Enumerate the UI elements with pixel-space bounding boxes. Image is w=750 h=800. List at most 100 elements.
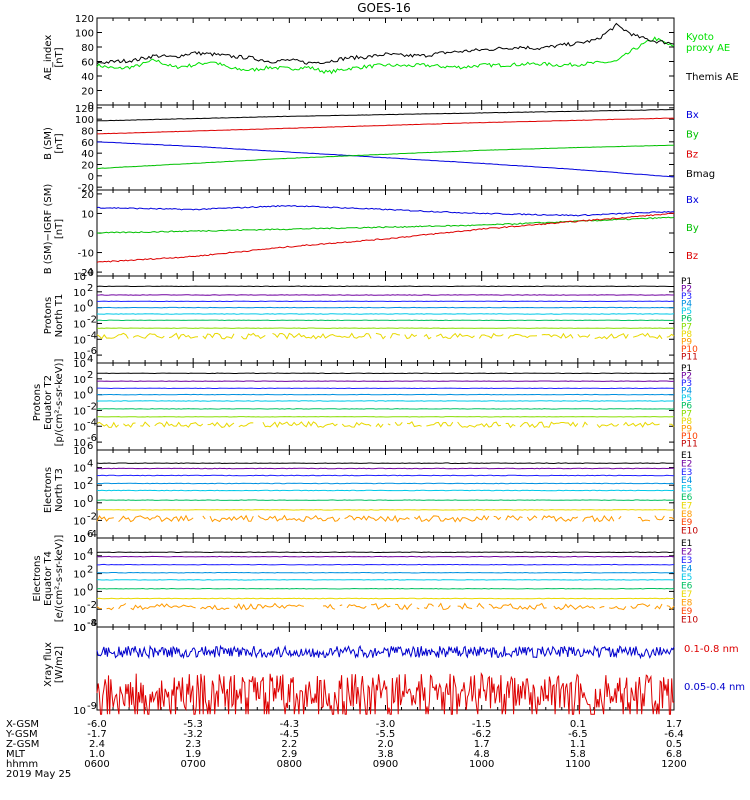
flux-line-e8 xyxy=(526,515,538,522)
y-tick-label: 10 xyxy=(73,391,86,402)
y-tick-label: 10 xyxy=(73,706,86,717)
flux-line-e8 xyxy=(423,603,434,609)
flux-line-p8 xyxy=(478,332,504,339)
x-axis-cell: 3.8 xyxy=(378,749,394,760)
legend-bx: Bx xyxy=(686,110,699,121)
y-tick-exponent: 0 xyxy=(87,386,93,397)
y-axis-label-4: [p/(cm²-s-sr-keV)] xyxy=(54,359,65,447)
x-axis-cell: -6.5 xyxy=(568,729,588,740)
y-tick-label: 0 xyxy=(88,229,94,240)
series-line-bz xyxy=(96,117,675,135)
y-tick-label: 0 xyxy=(88,172,94,183)
y-tick-label: 60 xyxy=(81,138,94,149)
panel-frame-4 xyxy=(96,362,675,451)
flux-line-e8 xyxy=(416,607,420,610)
y-tick-exponent: 2 xyxy=(87,565,93,576)
flux-line-e8 xyxy=(553,603,596,611)
y-tick-exponent: 6 xyxy=(87,441,93,452)
x-axis-cell: 0700 xyxy=(180,759,205,770)
flux-line-e8 xyxy=(346,604,367,609)
flux-line-p5 xyxy=(96,400,675,402)
legend-e8: E8 xyxy=(681,510,693,520)
series-line-kyoto-proxy-ae xyxy=(96,36,675,75)
flux-line-p8 xyxy=(272,332,372,340)
flux-line-p8 xyxy=(96,421,119,428)
legend-themis-ae: Themis AE xyxy=(685,72,739,83)
row-label-x-gsm: X-GSM xyxy=(6,719,39,730)
flux-line-e8 xyxy=(118,514,194,523)
legend-e4: E4 xyxy=(681,476,693,486)
y-tick-label: 10 xyxy=(73,623,86,634)
flux-line-e8 xyxy=(414,514,490,523)
x-axis-cell: 1200 xyxy=(661,759,686,770)
y-axis-label-0: [nT] xyxy=(54,47,65,67)
y-tick-label: 10 xyxy=(73,319,86,330)
flux-line-p8 xyxy=(577,333,591,338)
y-tick-label: 40 xyxy=(81,72,94,83)
y-tick-label: -20 xyxy=(78,268,94,279)
legend-p1: P1 xyxy=(681,277,692,287)
flux-line-p8 xyxy=(632,332,663,340)
flux-line-e8 xyxy=(666,605,675,610)
y-tick-label: 10 xyxy=(73,359,86,370)
figure-title: GOES-16 xyxy=(357,1,411,15)
flux-line-e4 xyxy=(97,482,675,485)
legend-e1: E1 xyxy=(681,539,692,549)
legend-e5: E5 xyxy=(681,573,692,583)
flux-line-p8 xyxy=(341,421,372,428)
x-axis-cell: 1100 xyxy=(565,759,590,770)
y-tick-label: 120 xyxy=(75,14,94,25)
flux-line-e7 xyxy=(96,509,675,511)
flux-line-e8 xyxy=(130,603,196,611)
x-axis-cell: 1.7 xyxy=(666,719,682,730)
series-line-bx xyxy=(96,205,675,217)
flux-line-e6 xyxy=(96,499,675,501)
flux-line-e8 xyxy=(654,603,663,610)
y-tick-label: 10 xyxy=(73,272,86,283)
y-tick-exponent: 4 xyxy=(87,354,93,365)
y-tick-label: 100 xyxy=(75,29,94,40)
legend-e6: E6 xyxy=(681,493,693,503)
flux-line-e8 xyxy=(96,606,102,610)
y-tick-exponent: -6 xyxy=(87,433,97,444)
x-axis-cell: 6.8 xyxy=(666,749,682,760)
x-axis-cell: 2.2 xyxy=(281,739,297,750)
x-axis-cell: 0.1 xyxy=(570,719,586,730)
legend-e1: E1 xyxy=(681,451,692,461)
flux-line-p8 xyxy=(394,421,403,426)
y-tick-label: 20 xyxy=(81,161,94,172)
y-tick-exponent: -2 xyxy=(87,401,97,412)
legend-bz: Bz xyxy=(686,251,698,262)
y-tick-label: 120 xyxy=(75,104,94,115)
y-tick-label: 10 xyxy=(73,422,86,433)
y-axis-label-4: Protons xyxy=(32,384,43,421)
y-tick-label: 10 xyxy=(73,623,86,634)
legend-by: By xyxy=(686,223,699,234)
legend-p8: P8 xyxy=(681,330,692,340)
legend-e9: E9 xyxy=(681,607,693,617)
legend-p10: P10 xyxy=(681,432,698,442)
flux-line-e5 xyxy=(96,489,675,492)
flux-line-p8 xyxy=(96,332,129,340)
legend-e5: E5 xyxy=(681,485,692,495)
legend-e2: E2 xyxy=(681,459,692,469)
series-line-themis-ae xyxy=(96,22,675,65)
xray-line-0-1-0-8-nm xyxy=(96,672,675,715)
flux-line-p6 xyxy=(96,408,675,410)
flux-line-p8 xyxy=(404,333,418,340)
legend-p2: P2 xyxy=(681,372,692,382)
y-tick-label: 10 xyxy=(81,209,94,220)
flux-line-e8 xyxy=(200,604,230,610)
legend-kyoto-proxy-ae: proxy AE xyxy=(686,43,730,54)
y-tick-exponent: -4 xyxy=(87,618,97,629)
flux-line-p8 xyxy=(623,421,660,428)
y-axis-label-2: [nT] xyxy=(54,219,65,239)
x-axis-cell: 0600 xyxy=(84,759,109,770)
y-tick-label: 10 xyxy=(73,335,86,346)
y-tick-exponent: 0 xyxy=(87,582,93,593)
y-axis-label-2: B (SM)−IGRF (SM) xyxy=(43,184,54,275)
y-tick-exponent: -4 xyxy=(87,529,97,540)
y-tick-exponent: 2 xyxy=(87,283,93,294)
x-axis-cell: 5.8 xyxy=(570,749,586,760)
